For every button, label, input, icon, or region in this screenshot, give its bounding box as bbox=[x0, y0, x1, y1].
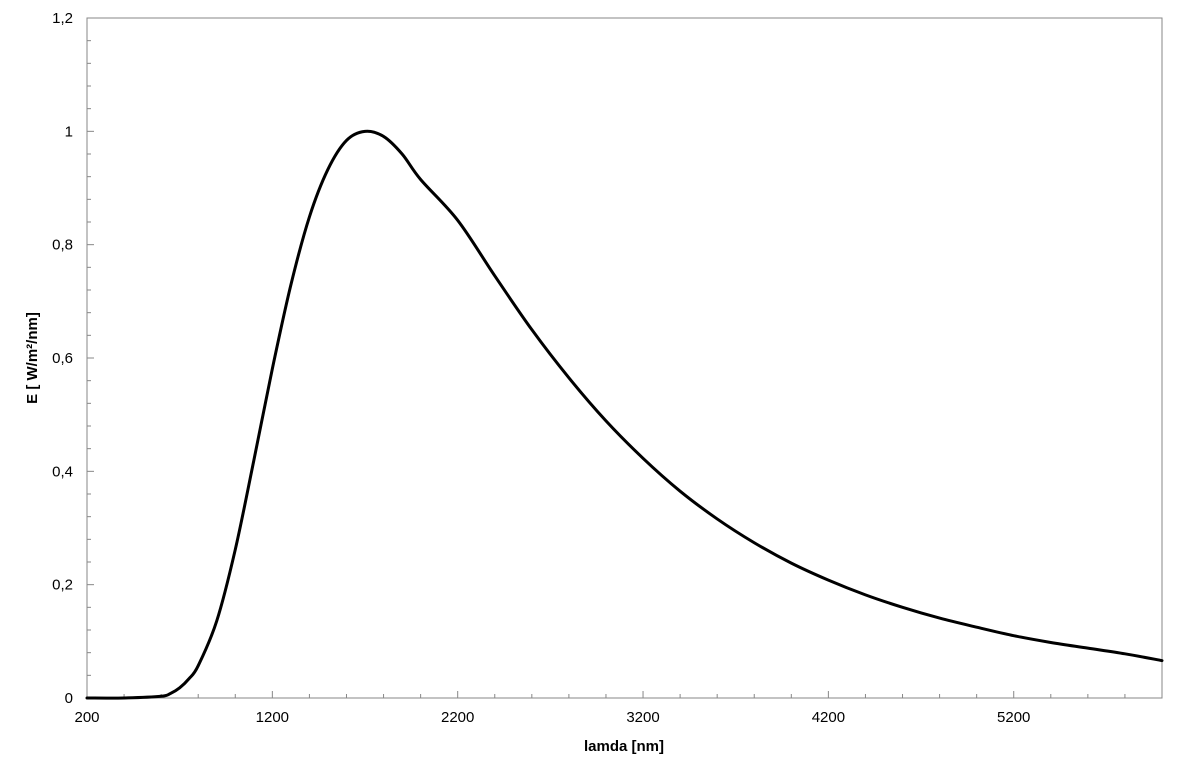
y-tick-label: 1,2 bbox=[52, 10, 73, 27]
y-tick-label: 0,2 bbox=[52, 577, 73, 594]
plot-frame bbox=[86, 17, 1163, 699]
y-axis-title: E [ W/m²/nm] bbox=[24, 312, 41, 404]
y-tick-label: 1 bbox=[65, 123, 73, 140]
x-axis-ticks: 200 1200 2200 3200 4200 5200 bbox=[74, 691, 1126, 726]
x-tick-label: 4200 bbox=[812, 709, 845, 726]
x-tick-label: 200 bbox=[74, 709, 99, 726]
y-tick-label: 0 bbox=[65, 690, 73, 707]
y-axis-ticks: 0 0,2 0,4 0,6 0,8 1 1,2 bbox=[52, 10, 94, 707]
y-tick-label: 0,4 bbox=[52, 463, 73, 480]
x-axis-title: lamda [nm] bbox=[584, 738, 664, 755]
series-line bbox=[85, 129, 1164, 700]
y-tick-label: 0,8 bbox=[52, 237, 73, 254]
x-tick-label: 3200 bbox=[626, 709, 659, 726]
y-tick-label: 0,6 bbox=[52, 350, 73, 367]
x-tick-label: 5200 bbox=[997, 709, 1030, 726]
x-tick-label: 1200 bbox=[256, 709, 289, 726]
x-tick-label: 2200 bbox=[441, 709, 474, 726]
series-layer bbox=[85, 129, 1164, 700]
